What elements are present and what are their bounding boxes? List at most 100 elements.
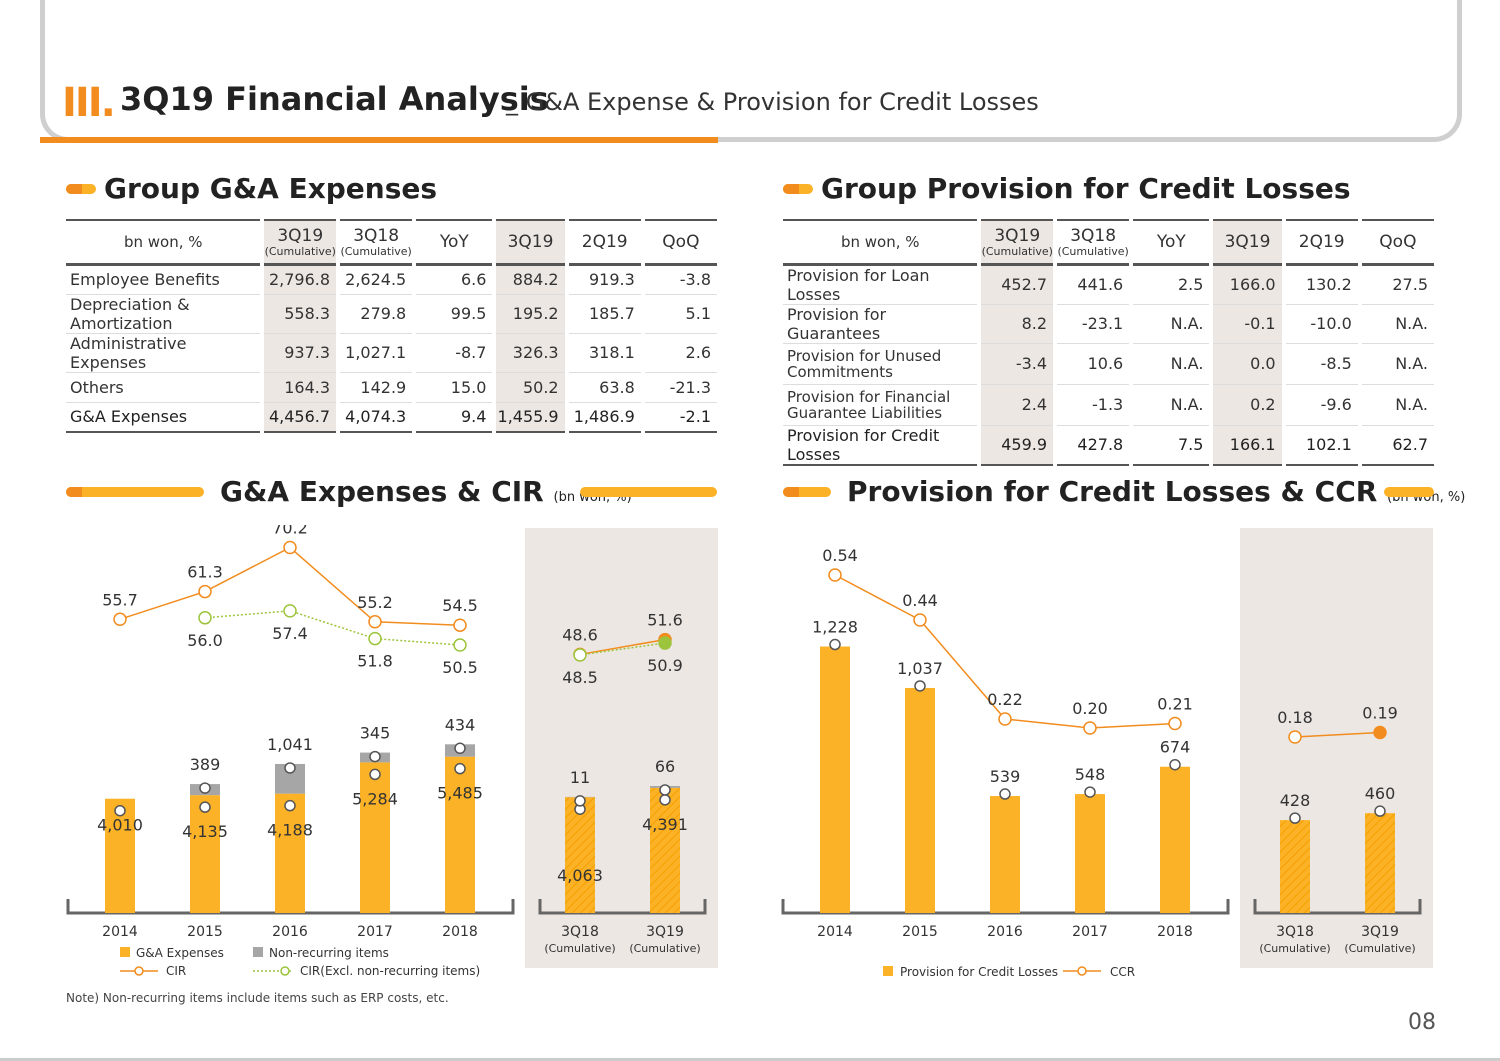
chart-title-pill-left — [783, 487, 831, 497]
table-row: Administrative Expenses 937.3 1,027.1 -8.7 3… — [66, 333, 717, 373]
table-cell: 166.1 — [1209, 424, 1284, 466]
provision-bar — [905, 687, 935, 913]
nonrec-marker — [369, 750, 381, 763]
table-cell: -1.3 — [1053, 384, 1132, 426]
ccr-point — [1168, 716, 1182, 731]
ga-marker — [369, 768, 381, 781]
table-cell: 6.6 — [412, 264, 495, 295]
row-label: Provision for Guarantees — [783, 304, 980, 344]
provision-bar — [1160, 766, 1190, 913]
table-cell: 937.3 — [260, 333, 339, 373]
ga-marker — [199, 801, 211, 813]
nonrec-value-label: 1,041 — [267, 735, 313, 754]
x-tick-label: 2016 — [272, 924, 308, 940]
ga-section-title: Group G&A Expenses — [104, 172, 438, 205]
nonrec-marker — [284, 762, 296, 774]
table-cell: 4,074.3 — [336, 401, 415, 433]
ga-value-label: 5,284 — [352, 789, 398, 808]
provision-marker — [1169, 758, 1181, 771]
table-cell: -8.5 — [1281, 343, 1360, 385]
table-cell: 50.2 — [492, 372, 567, 403]
table-cell: 441.6 — [1053, 264, 1132, 305]
prov-chart-title: Provision for Credit Losses & CCR (bn wo… — [847, 475, 1466, 508]
cir-excl-label: 51.8 — [357, 652, 393, 671]
page-subtitle: _ G&A Expense & Provision for Credit Los… — [506, 88, 1039, 116]
table-cell: 99.5 — [412, 294, 495, 334]
row-label: G&A Expenses — [66, 401, 263, 433]
cir-excl-point — [283, 604, 297, 618]
ccr-label: 0.22 — [987, 690, 1023, 709]
cumulative-panel — [525, 528, 718, 968]
cir-excl-label: 50.5 — [442, 658, 478, 677]
ga-bar — [105, 798, 135, 913]
x-axis-bracket — [538, 899, 707, 915]
ccr-label: 0.19 — [1362, 704, 1398, 723]
legend-marker — [134, 966, 144, 976]
table-cell: 1,486.9 — [564, 401, 643, 433]
legend-label: CIR(Excl. non-recurring items) — [300, 964, 480, 978]
ccr-point — [1373, 725, 1387, 740]
provision-marker — [999, 788, 1011, 800]
nonrec-marker — [454, 742, 466, 755]
provision-value-label: 539 — [990, 767, 1021, 786]
table-cell: 2.4 — [977, 384, 1056, 426]
cir-excl-label: 48.5 — [562, 668, 598, 687]
provision-marker — [1289, 812, 1301, 824]
table-cell: 2,624.5 — [336, 264, 415, 295]
cir-point — [368, 615, 382, 629]
ccr-point — [998, 712, 1012, 726]
legend-swatch — [120, 947, 130, 957]
provision-marker — [914, 680, 926, 692]
table-cell: 2.6 — [640, 333, 717, 373]
ga-value-label: 4,063 — [557, 866, 603, 885]
table-cell: -0.1 — [1209, 304, 1284, 344]
table-cell: 166.0 — [1209, 264, 1284, 305]
ccr-label: 0.21 — [1157, 695, 1193, 714]
ga-value-label: 4,135 — [182, 822, 228, 841]
column-header: 2Q19 — [564, 219, 643, 266]
ga-value-label: 4,188 — [267, 821, 313, 840]
x-tick-label: 2018 — [1157, 924, 1193, 940]
cir-excl-point — [453, 638, 467, 652]
provision-bar — [990, 796, 1020, 913]
row-label: Employee Benefits — [66, 264, 263, 295]
legend-swatch — [883, 966, 893, 976]
table-cell: 9.4 — [412, 401, 495, 433]
cir-point — [198, 584, 212, 599]
row-label: Provision for Unused Commitments — [783, 343, 980, 385]
page-number: 08 — [1408, 1010, 1436, 1035]
provision-marker — [829, 638, 841, 651]
ga-marker — [454, 762, 466, 775]
x-tick-sublabel: (Cumulative) — [1344, 942, 1415, 955]
ga-cir-chart: 2014 2015 2016 2017 2018 3Q18 (Cumulative) 3Q19… — [66, 525, 718, 978]
provision-bar — [1280, 820, 1310, 913]
ga-bar — [650, 787, 680, 913]
x-tick-label: 2014 — [817, 924, 853, 940]
section-number: III. — [62, 80, 116, 126]
table-cell: -8.7 — [412, 333, 495, 373]
table-cell: 102.1 — [1281, 424, 1360, 466]
table-cell: N.A. — [1129, 384, 1212, 426]
table-cell: 7.5 — [1129, 424, 1212, 466]
prov-section-title: Group Provision for Credit Losses — [821, 172, 1351, 205]
table-cell: N.A. — [1357, 384, 1434, 426]
chart-note: Note) Non-recurring items include items … — [66, 991, 449, 1005]
table-cell: N.A. — [1357, 304, 1434, 344]
ga-bar — [190, 795, 220, 913]
x-tick-label: 3Q19 — [1361, 924, 1399, 940]
column-header: 3Q18 (Cumulative) — [1053, 219, 1132, 266]
table-unit-header: bn won, % — [66, 219, 263, 266]
ga-marker — [114, 804, 126, 817]
table-cell: 8.2 — [977, 304, 1056, 344]
table-cell: 10.6 — [1053, 343, 1132, 385]
row-label: Others — [66, 372, 263, 403]
column-header: QoQ — [1357, 219, 1434, 266]
ga-chart-title: G&A Expenses & CIR (bn won, %) — [220, 475, 632, 508]
chart-title-pill-right — [1384, 487, 1434, 497]
table-cell: -3.4 — [977, 343, 1056, 385]
cir-excl-point — [368, 631, 382, 646]
page-title: 3Q19 Financial Analysis — [120, 80, 549, 118]
cir-excl-point — [198, 611, 212, 625]
table-row: Depreciation & Amortization 558.3 279.8 99.… — [66, 294, 717, 334]
cir-label: 54.5 — [442, 596, 478, 615]
